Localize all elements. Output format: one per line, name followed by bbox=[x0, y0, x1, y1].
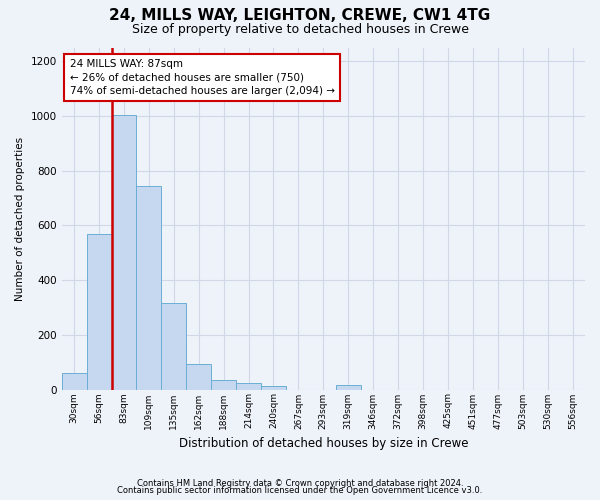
Bar bbox=[261, 386, 286, 390]
Text: 24, MILLS WAY, LEIGHTON, CREWE, CW1 4TG: 24, MILLS WAY, LEIGHTON, CREWE, CW1 4TG bbox=[109, 8, 491, 22]
Text: Contains HM Land Registry data © Crown copyright and database right 2024.: Contains HM Land Registry data © Crown c… bbox=[137, 478, 463, 488]
Bar bbox=[136, 186, 161, 390]
Bar bbox=[112, 114, 136, 390]
Bar bbox=[161, 304, 186, 390]
Text: Size of property relative to detached houses in Crewe: Size of property relative to detached ho… bbox=[131, 22, 469, 36]
Bar bbox=[62, 373, 86, 390]
Bar bbox=[186, 364, 211, 390]
Text: Contains public sector information licensed under the Open Government Licence v3: Contains public sector information licen… bbox=[118, 486, 482, 495]
Bar bbox=[336, 386, 361, 390]
Bar bbox=[86, 234, 112, 390]
Bar bbox=[211, 380, 236, 390]
X-axis label: Distribution of detached houses by size in Crewe: Distribution of detached houses by size … bbox=[179, 437, 468, 450]
Bar bbox=[236, 384, 261, 390]
Text: 24 MILLS WAY: 87sqm
← 26% of detached houses are smaller (750)
74% of semi-detac: 24 MILLS WAY: 87sqm ← 26% of detached ho… bbox=[70, 60, 335, 96]
Y-axis label: Number of detached properties: Number of detached properties bbox=[15, 136, 25, 300]
